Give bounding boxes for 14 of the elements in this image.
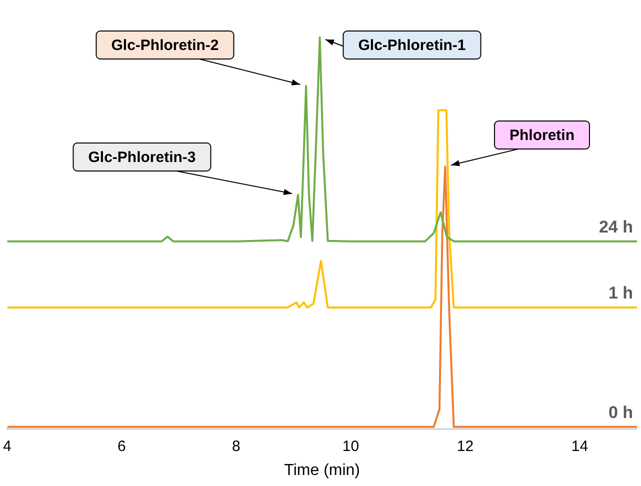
series-label: 1 h [608, 284, 633, 303]
annotation: Glc-Phloretin-2 [111, 37, 219, 54]
series-label: 0 h [608, 403, 633, 422]
annotation: Phloretin [509, 127, 575, 144]
x-tick-label: 12 [456, 438, 474, 455]
annotation: Glc-Phloretin-3 [88, 149, 196, 166]
x-axis-title: Time (min) [284, 462, 360, 479]
x-tick-label: 8 [232, 438, 240, 455]
series-label: 24 h [598, 218, 633, 237]
x-tick-label: 6 [118, 438, 126, 455]
x-tick-label: 4 [3, 438, 12, 455]
x-tick-label: 14 [571, 438, 588, 455]
annotation: Glc-Phloretin-1 [358, 37, 466, 54]
x-tick-label: 10 [342, 438, 360, 455]
